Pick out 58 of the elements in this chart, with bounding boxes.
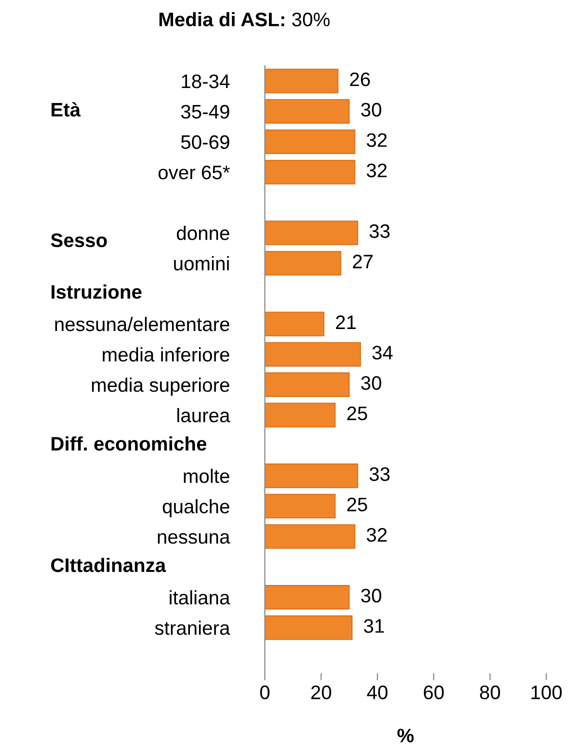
x-axis-title: % — [397, 728, 414, 742]
data-label: 33 — [370, 467, 390, 482]
chart-title: Media di ASL: 30% — [159, 12, 330, 26]
y-tick-label: media inferiore — [102, 347, 230, 362]
data-label: 32 — [366, 528, 387, 542]
data-label: 32 — [366, 133, 387, 147]
data-label: 21 — [336, 315, 356, 329]
bar — [264, 129, 356, 154]
bar — [264, 342, 361, 367]
x-tick-label: 0 — [260, 686, 270, 700]
bar — [264, 160, 356, 184]
data-label: 25 — [347, 498, 368, 512]
bar — [264, 402, 336, 428]
bar — [264, 615, 352, 640]
y-tick-label: donne — [176, 226, 230, 240]
y-tick-label: over 65* — [158, 166, 230, 180]
bar — [264, 220, 358, 246]
y-tick-label: italiana — [170, 590, 230, 605]
data-label: 25 — [347, 406, 368, 420]
bar — [264, 372, 350, 397]
bar — [264, 524, 356, 549]
x-tick-label: 60 — [424, 686, 444, 700]
data-label: 30 — [361, 376, 382, 390]
x-tick-label: 40 — [367, 686, 388, 700]
bar — [264, 312, 324, 336]
data-label: 30 — [361, 102, 382, 117]
y-tick-label: laurea — [177, 408, 230, 422]
bar — [264, 250, 342, 276]
data-label: 30 — [361, 588, 382, 602]
text: Età — [52, 102, 81, 117]
y-tick-label: nessuna — [158, 533, 230, 544]
bar — [264, 464, 358, 488]
y-tick-label: nessuna/elementare — [55, 316, 230, 332]
y-tick-label: qualche — [162, 499, 230, 518]
data-label: 26 — [350, 72, 370, 86]
bar — [264, 68, 338, 94]
x-tick-label: 80 — [480, 686, 500, 700]
text: CIttadinanza — [51, 558, 166, 572]
text: Sesso — [50, 233, 107, 248]
y-tick-label: 35-49 — [181, 104, 230, 119]
data-label: 33 — [370, 224, 390, 238]
y-tick-label: media superiore — [92, 378, 230, 396]
data-label: 32 — [366, 164, 387, 178]
data-label: 27 — [352, 254, 373, 268]
data-label: 34 — [372, 346, 393, 360]
bar — [264, 585, 350, 610]
bar — [264, 494, 336, 518]
text: Istruzione — [52, 284, 142, 299]
x-tick-label: 100 — [532, 686, 562, 700]
y-tick-label: uomini — [174, 256, 229, 270]
x-tick-label: 20 — [311, 686, 332, 700]
data-label: 31 — [364, 619, 384, 633]
y-tick-label: molte — [184, 468, 230, 484]
text: Diff. economiche — [52, 436, 206, 451]
y-tick-label: 18-34 — [182, 74, 230, 88]
y-tick-label: straniera — [155, 620, 230, 635]
y-tick-label: 50-69 — [181, 135, 230, 149]
bar — [264, 99, 350, 124]
